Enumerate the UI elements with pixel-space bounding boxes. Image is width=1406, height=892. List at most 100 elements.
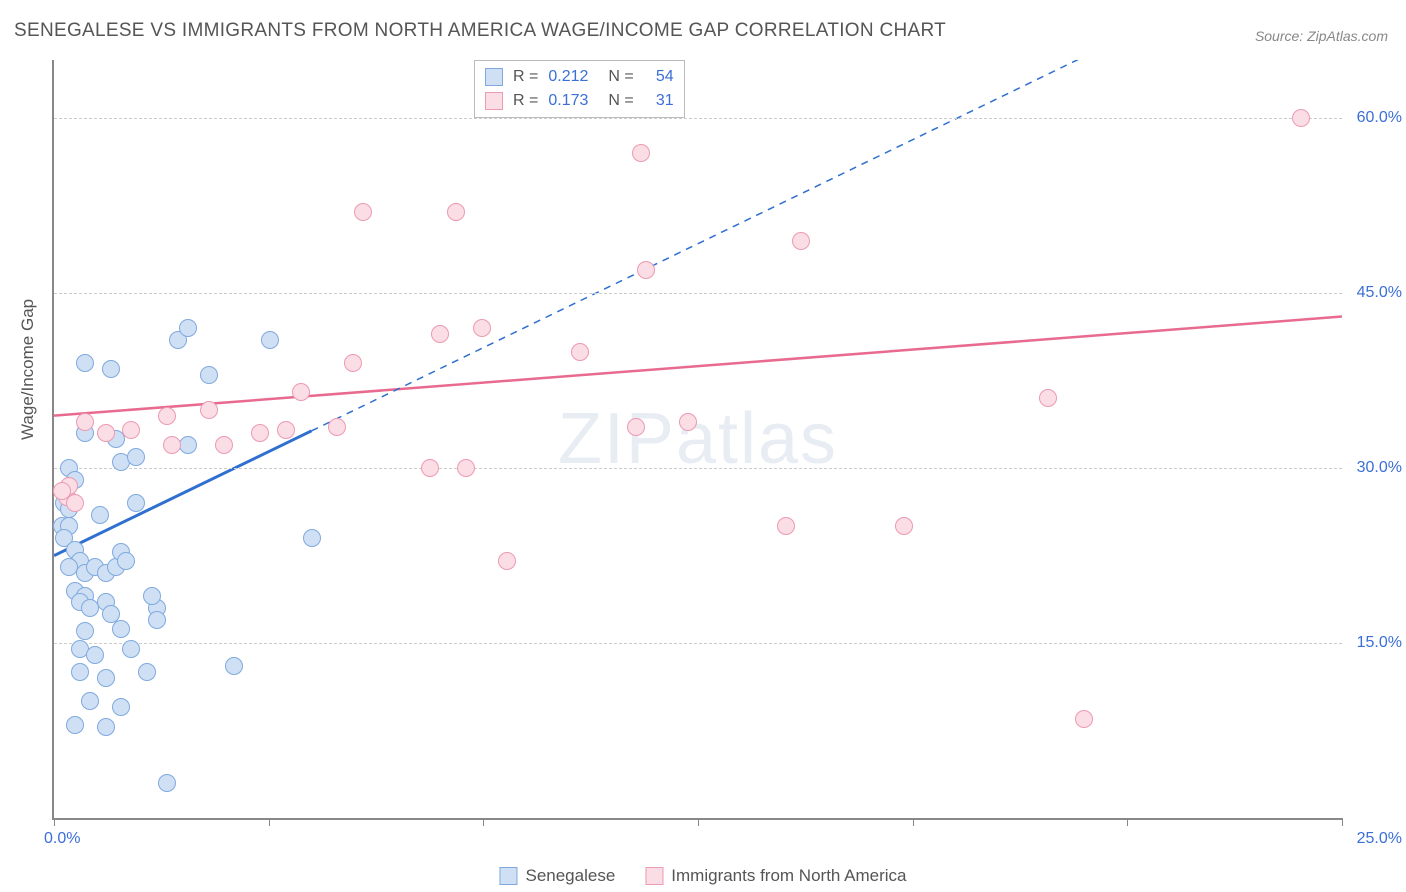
scatter-point [76, 354, 94, 372]
y-tick-label: 30.0% [1347, 459, 1402, 477]
scatter-point [627, 418, 645, 436]
scatter-point [122, 640, 140, 658]
scatter-point [328, 418, 346, 436]
scatter-point [86, 646, 104, 664]
scatter-point [637, 261, 655, 279]
stats-row-series1: R = 0.212 N = 54 [485, 65, 674, 89]
scatter-point [447, 203, 465, 221]
scatter-point [292, 383, 310, 401]
scatter-point [303, 529, 321, 547]
trend-lines [54, 60, 1342, 818]
r-label: R = [513, 65, 538, 89]
chart-title: SENEGALESE VS IMMIGRANTS FROM NORTH AMER… [14, 20, 946, 42]
r-value-series1: 0.212 [548, 65, 598, 89]
x-tick-mark [1342, 818, 1343, 826]
scatter-point [571, 343, 589, 361]
scatter-point [344, 354, 362, 372]
scatter-point [1075, 710, 1093, 728]
n-label: N = [608, 89, 633, 113]
scatter-point [261, 331, 279, 349]
scatter-point [127, 494, 145, 512]
x-tick-mark [1127, 818, 1128, 826]
x-tick-label-min: 0.0% [44, 830, 80, 848]
y-tick-label: 45.0% [1347, 284, 1402, 302]
scatter-point [66, 716, 84, 734]
scatter-point [457, 459, 475, 477]
r-label: R = [513, 89, 538, 113]
scatter-point [138, 663, 156, 681]
correlation-stats-box: R = 0.212 N = 54 R = 0.173 N = 31 [474, 60, 685, 118]
scatter-point [179, 319, 197, 337]
scatter-point [498, 552, 516, 570]
scatter-point [81, 692, 99, 710]
scatter-point [215, 436, 233, 454]
scatter-point [97, 424, 115, 442]
scatter-point [277, 421, 295, 439]
y-tick-label: 60.0% [1347, 109, 1402, 127]
scatter-point [158, 774, 176, 792]
scatter-point [97, 718, 115, 736]
legend-item-series2: Immigrants from North America [645, 866, 906, 886]
scatter-point [53, 482, 71, 500]
gridline-h [54, 468, 1342, 469]
scatter-point [895, 517, 913, 535]
scatter-point [122, 421, 140, 439]
scatter-point [1292, 109, 1310, 127]
legend-label-series2: Immigrants from North America [671, 866, 906, 886]
stats-row-series2: R = 0.173 N = 31 [485, 89, 674, 113]
n-value-series1: 54 [644, 65, 674, 89]
scatter-point [71, 663, 89, 681]
scatter-point [148, 611, 166, 629]
y-tick-label: 15.0% [1347, 634, 1402, 652]
scatter-point [431, 325, 449, 343]
n-label: N = [608, 65, 633, 89]
source-attribution: Source: ZipAtlas.com [1255, 28, 1388, 44]
legend-item-series1: Senegalese [499, 866, 615, 886]
scatter-point [112, 698, 130, 716]
scatter-point [251, 424, 269, 442]
scatter-point [200, 401, 218, 419]
plot-area: ZIPatlas R = 0.212 N = 54 R = 0.173 N = … [52, 60, 1342, 820]
scatter-point [679, 413, 697, 431]
scatter-point [158, 407, 176, 425]
scatter-point [112, 620, 130, 638]
scatter-point [117, 552, 135, 570]
scatter-point [632, 144, 650, 162]
x-tick-mark [698, 818, 699, 826]
x-tick-mark [483, 818, 484, 826]
scatter-point [163, 436, 181, 454]
scatter-point [143, 587, 161, 605]
gridline-h [54, 293, 1342, 294]
legend-swatch-series2 [645, 867, 663, 885]
scatter-point [1039, 389, 1057, 407]
x-tick-label-max: 25.0% [1357, 830, 1402, 848]
scatter-point [777, 517, 795, 535]
legend: Senegalese Immigrants from North America [499, 866, 906, 886]
scatter-point [127, 448, 145, 466]
scatter-point [225, 657, 243, 675]
x-tick-mark [269, 818, 270, 826]
scatter-point [792, 232, 810, 250]
x-tick-mark [54, 818, 55, 826]
swatch-series1 [485, 68, 503, 86]
n-value-series2: 31 [644, 89, 674, 113]
scatter-point [97, 669, 115, 687]
scatter-point [91, 506, 109, 524]
scatter-point [473, 319, 491, 337]
scatter-point [76, 413, 94, 431]
x-tick-mark [913, 818, 914, 826]
scatter-point [102, 360, 120, 378]
swatch-series2 [485, 92, 503, 110]
chart-container: SENEGALESE VS IMMIGRANTS FROM NORTH AMER… [0, 0, 1406, 892]
gridline-h [54, 643, 1342, 644]
scatter-point [179, 436, 197, 454]
r-value-series2: 0.173 [548, 89, 598, 113]
gridline-h [54, 118, 1342, 119]
legend-label-series1: Senegalese [525, 866, 615, 886]
y-axis-label: Wage/Income Gap [18, 299, 38, 440]
scatter-point [76, 622, 94, 640]
scatter-point [421, 459, 439, 477]
scatter-point [354, 203, 372, 221]
scatter-point [200, 366, 218, 384]
legend-swatch-series1 [499, 867, 517, 885]
